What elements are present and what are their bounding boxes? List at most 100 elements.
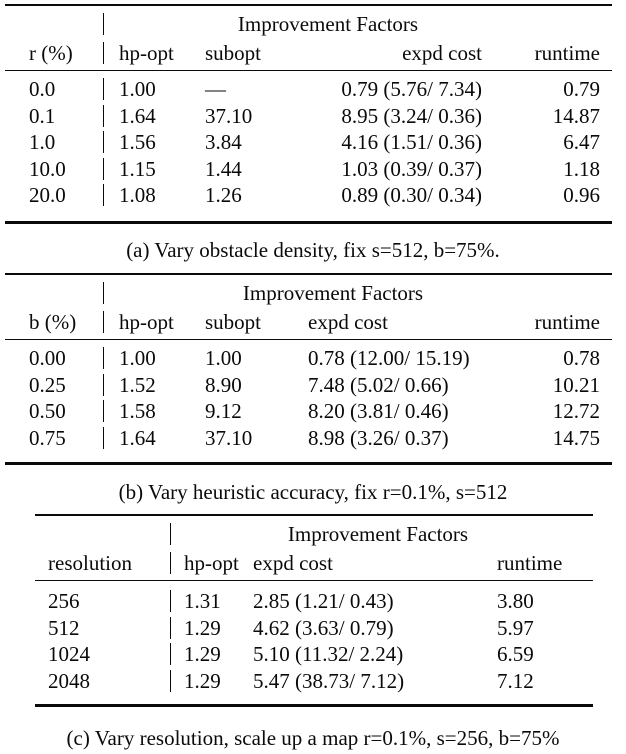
table-a-obstacle-density: Improvement Factors r (%) hp-opt subopt expd…: [5, 4, 612, 224]
data-cell: 1.15: [103, 157, 205, 180]
span-header-row: Improvement Factors: [5, 6, 612, 42]
data-cell: 1024: [48, 642, 90, 667]
data-cell: 1.0: [29, 130, 56, 155]
data-cell: 256: [48, 589, 80, 614]
table-row: 0.1 1.64 37.10 8.95 (3.24/ 0.36) 14.87: [5, 103, 612, 130]
col-header: expd cost: [308, 310, 388, 334]
data-cell: —: [205, 77, 226, 102]
data-cell: 14.75: [552, 425, 600, 450]
data-cell: 5.47 (38.73/ 7.12): [253, 669, 405, 694]
data-cell: 0.78 (12.00/ 15.19): [308, 346, 470, 371]
span-header-label: Improvement Factors: [103, 13, 612, 35]
data-cell: 0.1: [29, 103, 56, 128]
data-cell: 1.31: [170, 590, 253, 613]
col-header: r (%): [29, 41, 73, 65]
data-cell: 37.10: [205, 103, 253, 128]
col-header: b (%): [29, 310, 77, 334]
span-header-label: Improvement Factors: [103, 282, 612, 304]
data-cell: 4.16 (1.51/ 0.36): [341, 130, 482, 155]
col-header: hp-opt: [103, 311, 205, 333]
data-cell: 5.10 (11.32/ 2.24): [253, 642, 404, 667]
table-c-resolution: Improvement Factors resolution hp-opt expd …: [35, 514, 593, 708]
span-header-row: Improvement Factors: [5, 275, 612, 311]
data-cell: 0.00: [29, 346, 66, 371]
data-cell: 1.29: [170, 616, 253, 639]
data-cell: 1.64: [103, 104, 205, 127]
table-row: 0.75 1.64 37.10 8.98 (3.26/ 0.37) 14.75: [5, 425, 612, 452]
col-header: runtime: [534, 310, 600, 334]
col-header: subopt: [205, 41, 262, 65]
data-cell: 1.52: [103, 373, 205, 396]
data-cell: 0.79: [563, 77, 600, 102]
table-row: 0.25 1.52 8.90 7.48 (5.02/ 0.66) 10.21: [5, 372, 612, 399]
column-header-row: r (%) hp-opt subopt expd cost runtime: [5, 42, 612, 71]
data-cell: 1.26: [205, 183, 242, 208]
data-cell: 3.80: [497, 589, 534, 614]
data-cell: 5.97: [497, 615, 534, 640]
data-cell: 0.89 (0.30/ 0.34): [341, 183, 482, 208]
table-row: 0.00 1.00 1.00 0.78 (12.00/ 15.19) 0.78: [5, 345, 612, 372]
data-cell: 1.00: [103, 78, 205, 101]
data-cell: 0.75: [29, 425, 66, 450]
data-cell: 37.10: [205, 425, 253, 450]
data-cell: 0.25: [29, 372, 66, 397]
table-row: 1024 1.29 5.10 (11.32/ 2.24) 6.59: [35, 641, 593, 668]
col-header: runtime: [534, 41, 600, 65]
data-cell: 0.50: [29, 399, 66, 424]
data-cell: 1.56: [103, 131, 205, 154]
table-row: 0.50 1.58 9.12 8.20 (3.81/ 0.46) 12.72: [5, 398, 612, 425]
data-cell: 1.03 (0.39/ 0.37): [341, 156, 482, 181]
col-header: runtime: [497, 551, 563, 575]
data-cell: 0.78: [563, 346, 600, 371]
data-cell: 8.98 (3.26/ 0.37): [308, 425, 449, 450]
data-cell: 7.48 (5.02/ 0.66): [308, 372, 449, 397]
col-header: subopt: [205, 310, 262, 334]
data-cell: 2048: [48, 669, 90, 694]
col-header: hp-opt: [170, 552, 253, 574]
data-cell: 4.62 (3.63/ 0.79): [253, 615, 394, 640]
table-row: 2048 1.29 5.47 (38.73/ 7.12) 7.12: [35, 668, 593, 695]
table-row: 20.0 1.08 1.26 0.89 (0.30/ 0.34) 0.96: [5, 182, 612, 209]
data-cell: 8.90: [205, 372, 242, 397]
table-row: 1.0 1.56 3.84 4.16 (1.51/ 0.36) 6.47: [5, 129, 612, 156]
col-header: resolution: [48, 551, 132, 575]
data-cell: 0.96: [563, 183, 600, 208]
data-cell: 3.84: [205, 130, 242, 155]
data-cell: 2.85 (1.21/ 0.43): [253, 589, 394, 614]
col-header: hp-opt: [103, 42, 205, 64]
data-cell: 1.44: [205, 156, 242, 181]
data-cell: 14.87: [552, 103, 600, 128]
table-b-heuristic-accuracy: Improvement Factors b (%) hp-opt subopt expd…: [5, 273, 612, 465]
data-cell: 20.0: [29, 183, 66, 208]
data-cell: 6.47: [563, 130, 600, 155]
data-cell: 12.72: [552, 399, 600, 424]
header-gap: [35, 581, 593, 588]
table-row: 10.0 1.15 1.44 1.03 (0.39/ 0.37) 1.18: [5, 156, 612, 183]
table-row: 512 1.29 4.62 (3.63/ 0.79) 5.97: [35, 615, 593, 642]
footer-gap: [5, 451, 612, 462]
footer-gap: [5, 209, 612, 221]
table-row: 256 1.31 2.85 (1.21/ 0.43) 3.80: [35, 588, 593, 615]
col-header: expd cost: [402, 41, 482, 65]
footer-gap: [35, 694, 593, 704]
data-cell: 10.0: [29, 156, 66, 181]
span-header-label: Improvement Factors: [170, 523, 593, 545]
data-cell: 0.0: [29, 77, 56, 102]
column-header-row: b (%) hp-opt subopt expd cost runtime: [5, 311, 612, 340]
data-cell: 1.58: [103, 400, 205, 423]
data-cell: 512: [48, 615, 80, 640]
data-cell: 1.00: [103, 347, 205, 370]
data-cell: 10.21: [552, 372, 600, 397]
data-cell: 9.12: [205, 399, 242, 424]
data-cell: 0.79 (5.76/ 7.34): [341, 77, 482, 102]
table-row: 0.0 1.00— 0.79 (5.76/ 7.34) 0.79: [5, 76, 612, 103]
data-cell: 1.29: [170, 670, 253, 693]
data-cell: 1.18: [563, 156, 600, 181]
data-cell: 8.95 (3.24/ 0.36): [341, 103, 482, 128]
col-header: expd cost: [253, 551, 333, 575]
table-a-caption: (a) Vary obstacle density, fix s=512, b=…: [126, 238, 500, 262]
data-cell: 1.08: [103, 184, 205, 207]
data-cell: 8.20 (3.81/ 0.46): [308, 399, 449, 424]
data-cell: 1.00: [205, 346, 242, 371]
